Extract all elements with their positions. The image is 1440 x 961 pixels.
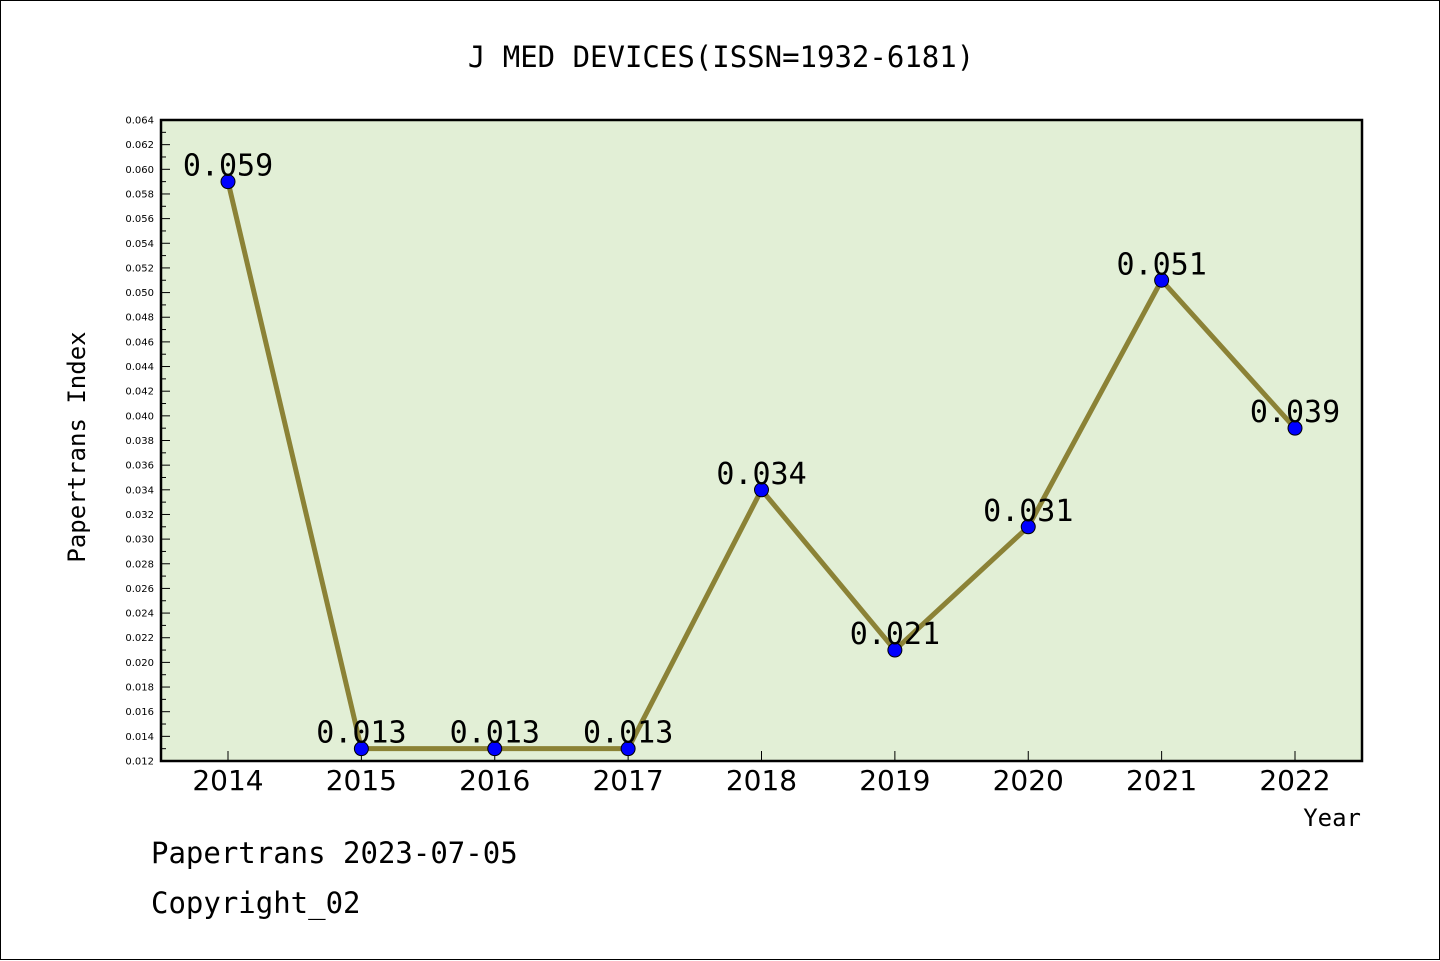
y-tick-label: 0.056 bbox=[125, 214, 154, 225]
y-tick-label: 0.046 bbox=[125, 337, 154, 348]
data-label: 0.021 bbox=[850, 617, 940, 652]
y-tick-label: 0.048 bbox=[125, 313, 154, 324]
data-point bbox=[353, 741, 369, 757]
y-tick-label: 0.042 bbox=[125, 387, 154, 398]
x-tick-label: 2020 bbox=[993, 764, 1064, 797]
data-label: 0.013 bbox=[583, 716, 673, 751]
y-tick-label: 0.058 bbox=[125, 189, 154, 200]
y-tick-label: 0.044 bbox=[125, 362, 154, 373]
y-tick-label: 0.024 bbox=[125, 609, 154, 620]
y-tick-label: 0.016 bbox=[125, 707, 154, 718]
y-tick-label: 0.028 bbox=[125, 559, 154, 570]
y-tick-label: 0.018 bbox=[125, 683, 154, 694]
data-point bbox=[1154, 272, 1170, 288]
x-tick-label: 2016 bbox=[459, 764, 530, 797]
data-point bbox=[1287, 420, 1303, 436]
y-tick-label: 0.022 bbox=[125, 633, 154, 644]
chart-title: J MED DEVICES(ISSN=1932-6181) bbox=[468, 40, 974, 74]
x-tick-label: 2018 bbox=[726, 764, 797, 797]
data-point bbox=[487, 741, 503, 757]
data-label: 0.039 bbox=[1250, 395, 1340, 430]
y-tick-label: 0.036 bbox=[125, 461, 154, 472]
y-tick-label: 0.050 bbox=[125, 288, 154, 299]
data-labels: 0.059 0.013 0.013 0.013 0.034 0.021 0.031 0.051… bbox=[183, 149, 1340, 751]
y-tick-label: 0.038 bbox=[125, 436, 154, 447]
y-tick-label: 0.054 bbox=[125, 239, 154, 250]
data-point bbox=[887, 642, 903, 658]
x-tick-label: 2017 bbox=[592, 764, 663, 797]
y-tick-label: 0.020 bbox=[125, 658, 154, 669]
x-axis-ticks: 2014 2015 2016 2017 2018 2019 2020 2021 2022 bbox=[192, 751, 1331, 797]
x-tick-label: 2022 bbox=[1259, 764, 1330, 797]
y-axis-label: Papertrans Index bbox=[63, 331, 91, 562]
footer-copyright: Copyright_02 bbox=[151, 886, 361, 920]
y-tick-label: 0.030 bbox=[125, 535, 154, 546]
y-tick-label: 0.012 bbox=[125, 757, 154, 768]
y-tick-label: 0.060 bbox=[125, 165, 154, 176]
data-label: 0.013 bbox=[316, 716, 406, 751]
y-axis-ticks: 0.012 0.014 0.016 0.018 0.020 0.022 0.024 0.026… bbox=[125, 116, 170, 768]
y-tick-label: 0.026 bbox=[125, 584, 154, 595]
data-point bbox=[220, 174, 236, 190]
y-tick-label: 0.040 bbox=[125, 411, 154, 422]
data-points bbox=[220, 174, 1303, 757]
data-label: 0.013 bbox=[450, 716, 540, 751]
data-point bbox=[754, 482, 769, 498]
plot-area bbox=[161, 120, 1362, 761]
data-label: 0.051 bbox=[1116, 247, 1206, 282]
data-point bbox=[620, 741, 636, 757]
x-tick-label: 2014 bbox=[192, 764, 263, 797]
data-label: 0.059 bbox=[183, 149, 273, 184]
data-label: 0.031 bbox=[983, 494, 1073, 529]
y-tick-label: 0.052 bbox=[125, 263, 154, 274]
x-tick-label: 2019 bbox=[859, 764, 930, 797]
x-tick-label: 2021 bbox=[1126, 764, 1197, 797]
y-tick-label: 0.034 bbox=[125, 485, 154, 496]
footer-date: Papertrans 2023-07-05 bbox=[151, 836, 518, 870]
x-axis-label: Year bbox=[1303, 804, 1361, 832]
y-tick-label: 0.062 bbox=[125, 140, 154, 151]
y-tick-label: 0.064 bbox=[125, 116, 154, 127]
data-label: 0.034 bbox=[716, 457, 806, 492]
y-tick-label: 0.032 bbox=[125, 510, 154, 521]
y-tick-label: 0.014 bbox=[125, 732, 154, 743]
data-point bbox=[1020, 519, 1036, 535]
plot-border bbox=[159, 118, 1364, 763]
x-tick-label: 2015 bbox=[326, 764, 397, 797]
